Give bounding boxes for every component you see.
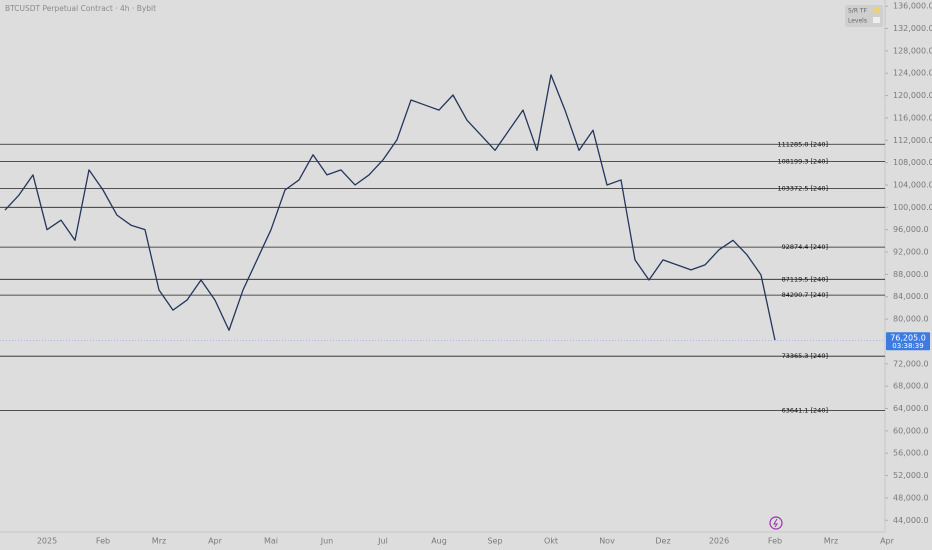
x-tick-label: Apr bbox=[208, 537, 223, 546]
legend-swatch bbox=[873, 17, 880, 23]
y-tick-label: 44,000.0 bbox=[893, 516, 929, 525]
y-tick-label: 108,000.0 bbox=[893, 158, 932, 167]
legend-item[interactable]: S/R TF bbox=[848, 8, 868, 15]
level-label: 111285.0 [240] bbox=[777, 140, 828, 148]
x-tick-label: Aug bbox=[431, 537, 447, 546]
x-tick-label: Mrz bbox=[824, 537, 838, 546]
y-tick-label: 64,000.0 bbox=[893, 404, 929, 413]
level-label: 73365.3 [240] bbox=[782, 352, 828, 360]
price-tag bbox=[886, 332, 930, 351]
level-label: 108199.3 [240] bbox=[777, 158, 828, 166]
y-tick-label: 100,000.0 bbox=[893, 203, 932, 212]
y-tick-label: 48,000.0 bbox=[893, 493, 929, 502]
y-tick-label: 104,000.0 bbox=[893, 180, 932, 189]
level-label: 92874.4 [240] bbox=[782, 243, 828, 251]
x-tick-label: Jun bbox=[320, 537, 334, 546]
x-tick-label: Sep bbox=[487, 537, 502, 546]
chart-title: BTCUSDT Perpetual Contract · 4h · Bybit bbox=[5, 4, 156, 13]
y-tick-label: 80,000.0 bbox=[893, 315, 929, 324]
x-tick-label: 2026 bbox=[709, 537, 729, 546]
y-tick-label: 96,000.0 bbox=[893, 225, 929, 234]
level-label: 63641.1 [240] bbox=[782, 407, 828, 415]
y-tick-label: 60,000.0 bbox=[893, 426, 929, 435]
icon-bolt bbox=[773, 518, 778, 528]
y-tick-label: 84,000.0 bbox=[893, 292, 929, 301]
legend-swatch bbox=[873, 7, 880, 13]
y-tick-label: 116,000.0 bbox=[893, 113, 932, 122]
x-tick-label: Feb bbox=[768, 537, 782, 546]
y-tick-label: 68,000.0 bbox=[893, 382, 929, 391]
legend-item[interactable]: Levels bbox=[848, 18, 867, 25]
level-label: 84290.7 [240] bbox=[782, 291, 828, 299]
y-tick-label: 112,000.0 bbox=[893, 136, 932, 145]
y-tick-label: 92,000.0 bbox=[893, 248, 929, 257]
price-tag-label: 76,205.0 bbox=[890, 333, 926, 342]
y-tick-label: 52,000.0 bbox=[893, 471, 929, 480]
y-tick-label: 128,000.0 bbox=[893, 46, 932, 55]
x-tick-label: Mrz bbox=[152, 537, 166, 546]
legend-box[interactable]: S/R TF Levels bbox=[845, 5, 883, 27]
y-tick-label: 72,000.0 bbox=[893, 359, 929, 368]
y-tick-label: 120,000.0 bbox=[893, 91, 932, 100]
x-tick-label: Apr bbox=[880, 537, 895, 546]
countdown: 03:38:39 bbox=[892, 342, 923, 350]
marker-icon[interactable] bbox=[769, 516, 783, 530]
x-tick-label: Okt bbox=[544, 537, 558, 546]
y-tick-label: 88,000.0 bbox=[893, 270, 929, 279]
level-label: 87119.5 [240] bbox=[782, 275, 828, 283]
x-tick-label: Nov bbox=[599, 537, 615, 546]
y-tick-label: 124,000.0 bbox=[893, 69, 932, 78]
price-line bbox=[4, 74, 776, 341]
y-tick-label: 132,000.0 bbox=[893, 24, 932, 33]
x-tick-label: Dez bbox=[655, 537, 670, 546]
y-tick-label: 56,000.0 bbox=[893, 449, 929, 458]
x-tick-label: Feb bbox=[96, 537, 110, 546]
y-tick-label: 136,000.0 bbox=[893, 2, 932, 11]
icon-circle bbox=[769, 516, 783, 530]
x-tick-label: 2025 bbox=[37, 537, 57, 546]
level-label: 103372.5 [240] bbox=[777, 184, 828, 192]
x-tick-label: Jul bbox=[377, 537, 388, 546]
x-tick-label: Mai bbox=[264, 537, 278, 546]
